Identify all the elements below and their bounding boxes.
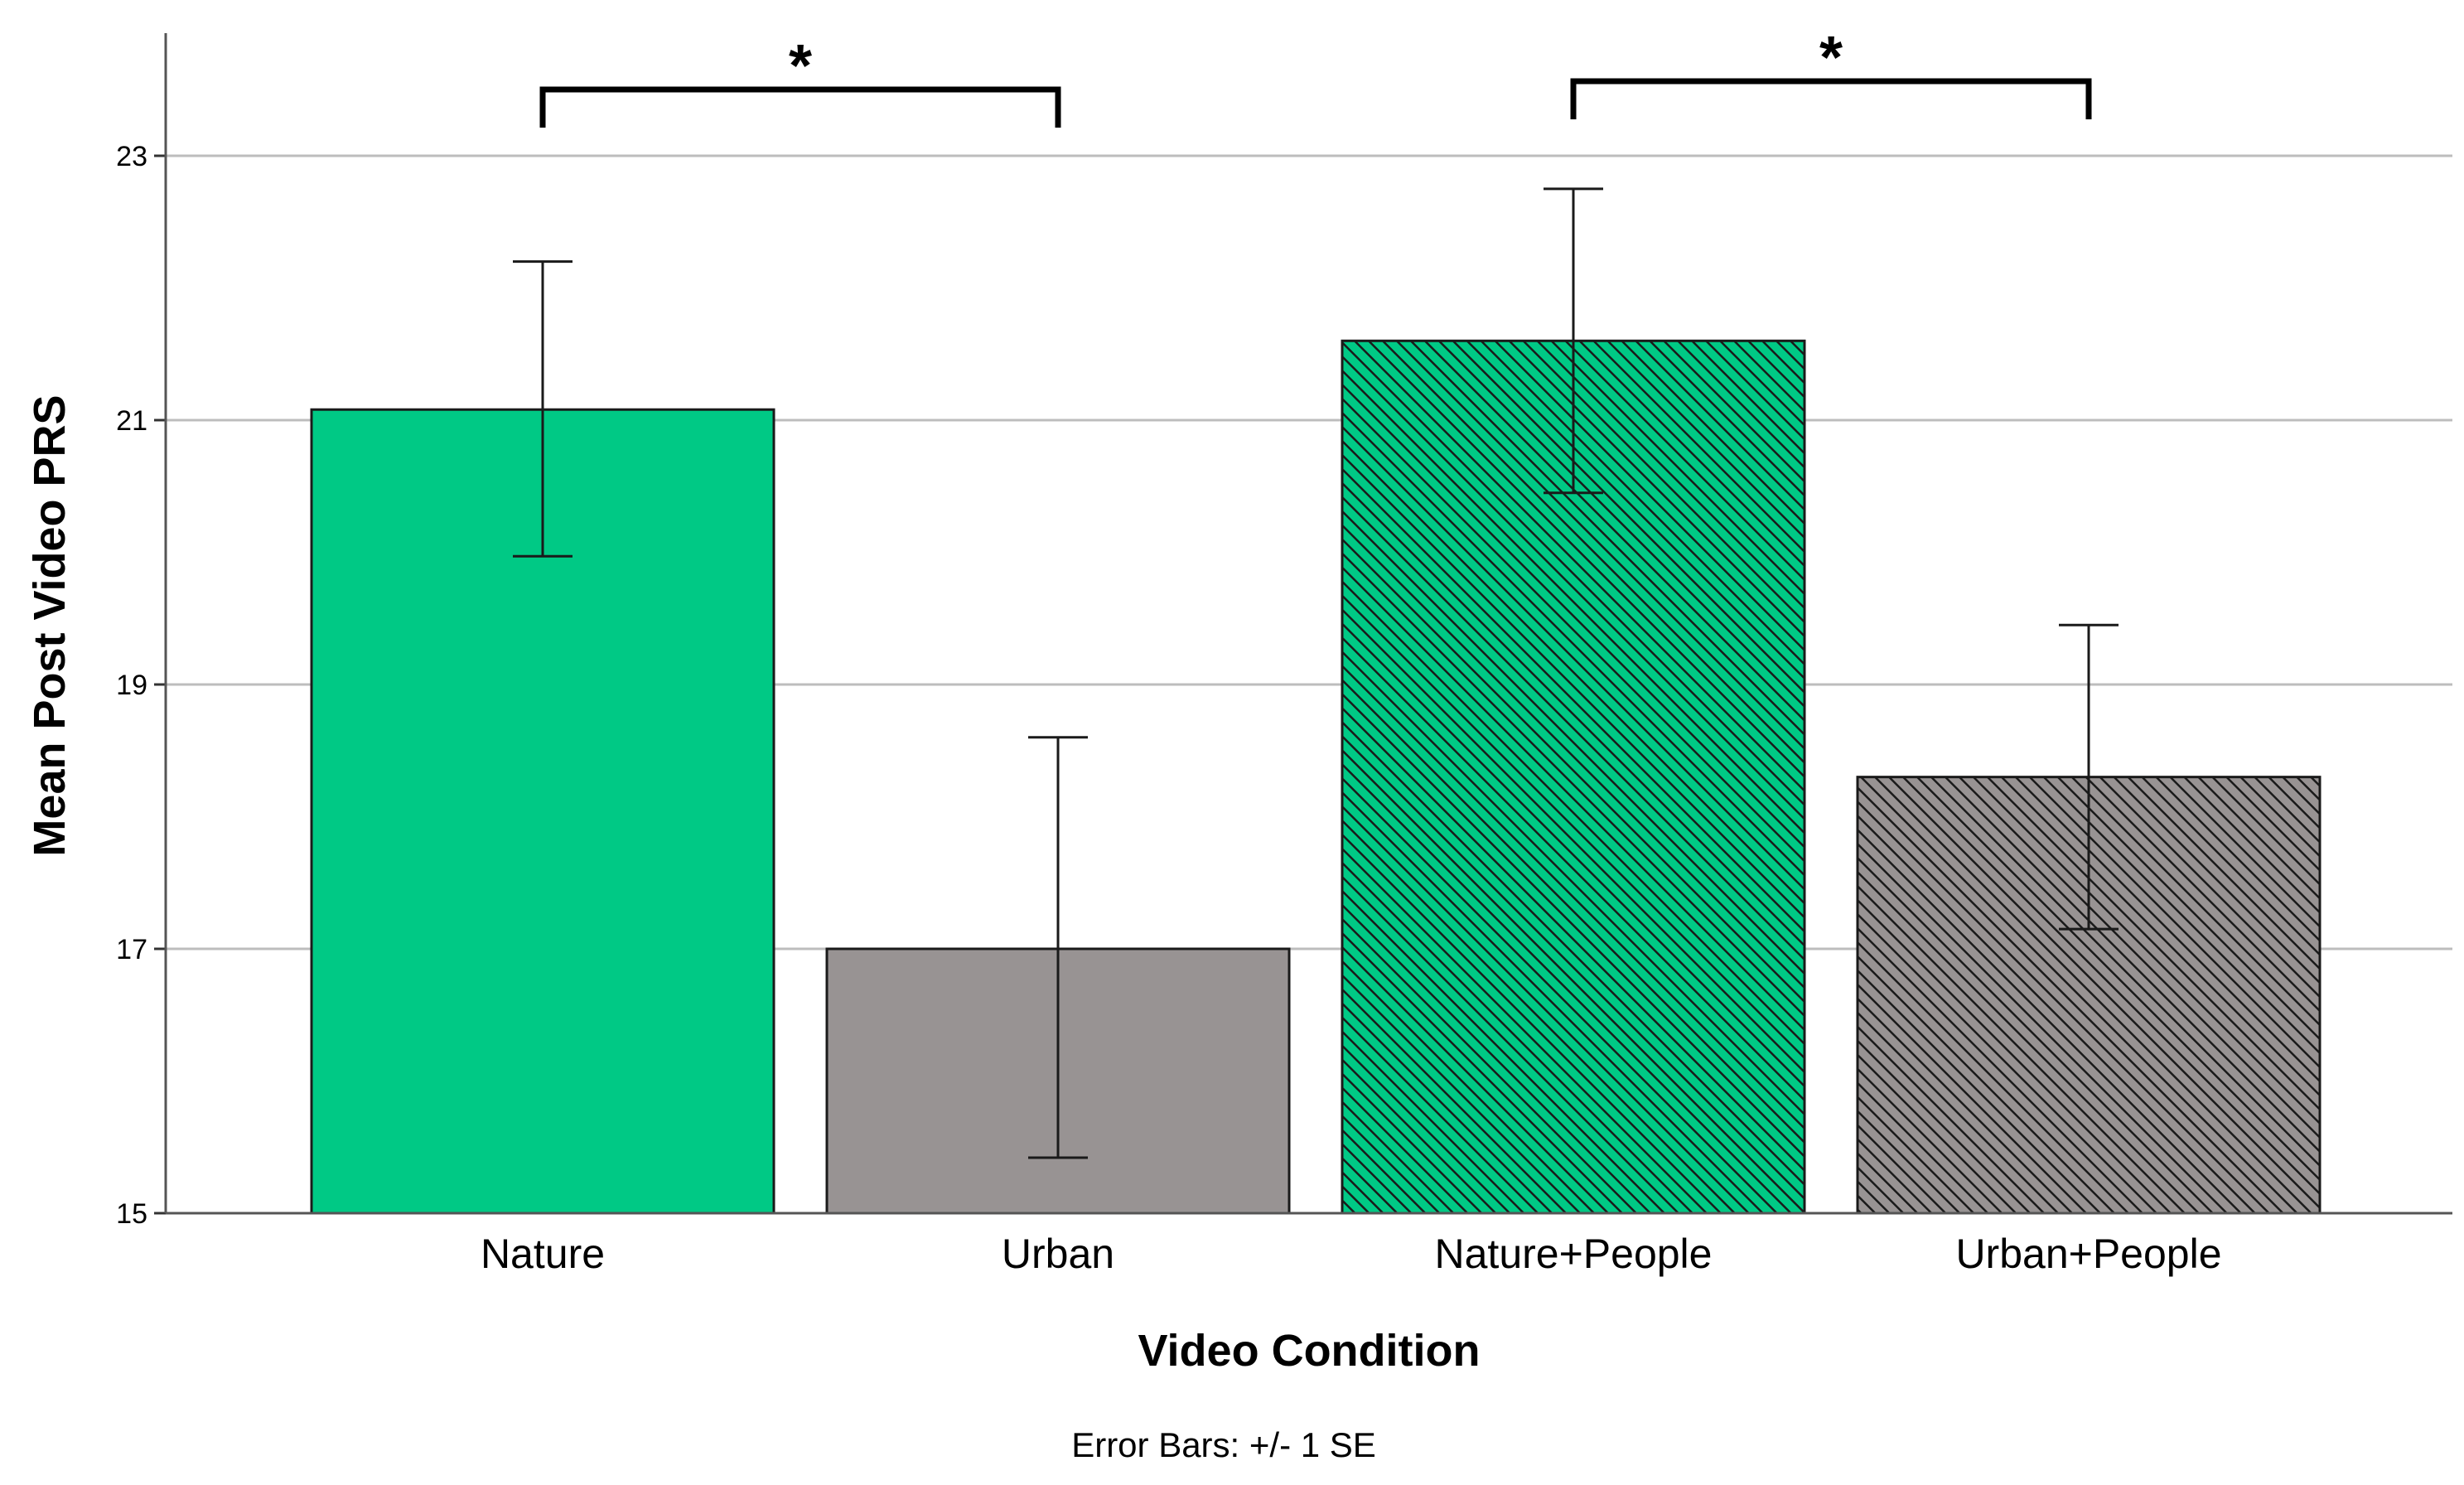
x-axis-label: Video Condition <box>1138 1326 1481 1376</box>
y-tick-label: 23 <box>116 141 147 172</box>
error-bars-note: Error Bars: +/- 1 SE <box>1071 1425 1376 1464</box>
significance-brackets: * * <box>539 25 2092 128</box>
x-tick-label: Urban <box>1002 1231 1114 1277</box>
significance-bracket <box>539 86 1061 128</box>
significance-star: * <box>789 33 812 99</box>
x-tick-label: Nature <box>481 1231 605 1277</box>
y-tick-label: 15 <box>116 1198 147 1230</box>
tick-labels: 15 17 19 21 23 Nature Urban Nature+People Urban+… <box>116 141 2221 1277</box>
significance-star: * <box>1819 25 1843 91</box>
y-tick-label: 17 <box>116 934 147 965</box>
significance-bracket <box>1570 78 2092 119</box>
y-tick-label: 19 <box>116 670 147 701</box>
error-bars <box>513 187 2119 1159</box>
x-tick-label: Nature+People <box>1435 1231 1713 1277</box>
x-tick-label: Urban+People <box>1955 1231 2221 1277</box>
axes <box>154 33 2452 1215</box>
bars <box>310 339 2321 1215</box>
y-axis-label: Mean Post Video PRS <box>25 394 75 856</box>
y-tick-label: 21 <box>116 405 147 437</box>
